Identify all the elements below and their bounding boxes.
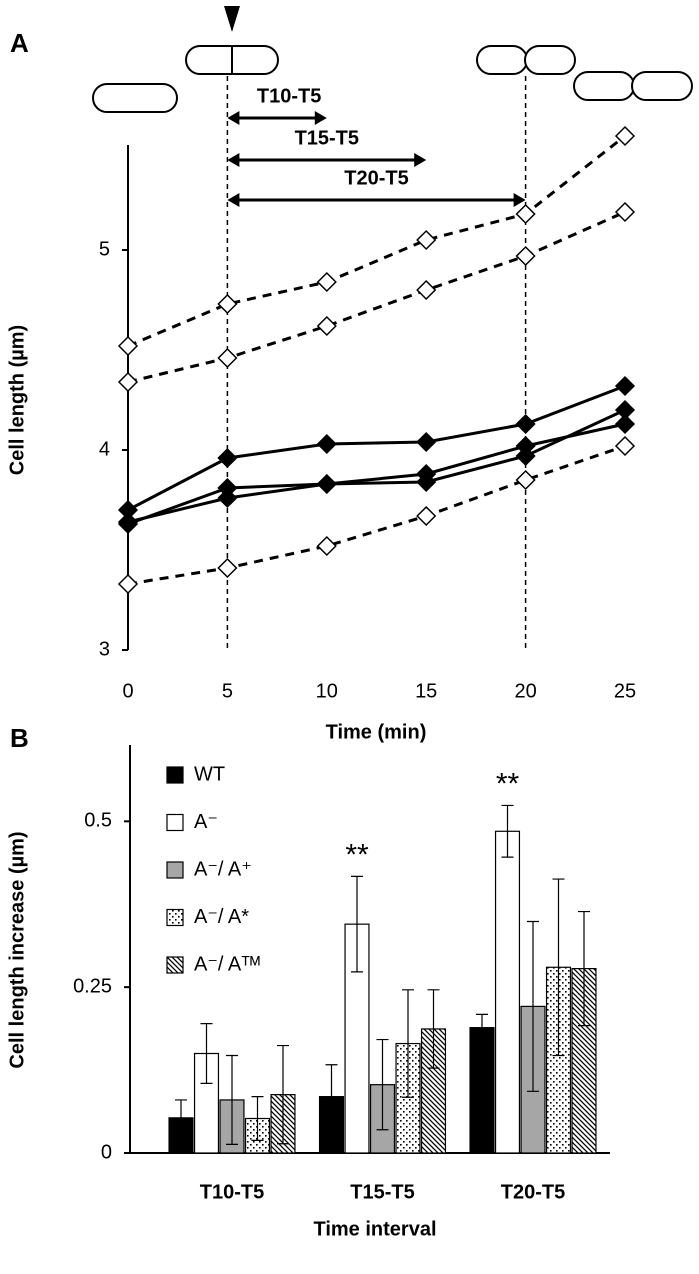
data-point (515, 245, 536, 267)
data-point (316, 473, 337, 495)
data-point (217, 557, 238, 579)
y-tick-label: 4 (99, 438, 110, 460)
data-point (515, 413, 536, 435)
series-line (127, 134, 626, 348)
data-point (316, 315, 337, 337)
y-tick-label: 0 (101, 1141, 112, 1163)
data-point (515, 435, 536, 457)
data-point (614, 413, 636, 435)
series-line (127, 384, 626, 512)
series-line (127, 422, 626, 524)
data-point (614, 125, 636, 147)
legend-label: A⁻/ A* (194, 906, 249, 928)
data-point (416, 279, 437, 301)
bar (469, 1027, 495, 1154)
legend-label: A⁻/ Aᵀᴹ (194, 953, 260, 975)
series-line (127, 408, 626, 526)
interval-label: T15-T5 (295, 127, 359, 149)
x-tick-label: 5 (222, 680, 233, 702)
data-point (614, 435, 636, 457)
panel-label: A (10, 28, 29, 58)
data-point (515, 203, 536, 225)
error-bar (376, 1038, 389, 1131)
y-tick-label: 0.25 (73, 975, 112, 997)
legend-label: A⁻/ A⁺ (194, 858, 252, 880)
error-bar (578, 910, 590, 1027)
series-line (127, 444, 626, 586)
data-point (416, 431, 437, 453)
data-point (614, 201, 636, 223)
error-bar (277, 1044, 289, 1145)
data-point (316, 271, 337, 293)
error-bar (476, 1013, 488, 1042)
significance-mark: ** (345, 838, 369, 871)
data-point (117, 511, 139, 533)
y-axis-label: Cell length (µm) (6, 325, 28, 475)
cell-drawings (92, 6, 693, 113)
y-axis-label: Cell length increase (µm) (6, 831, 28, 1068)
data-point (416, 505, 437, 527)
data-point (117, 335, 139, 357)
data-point (515, 469, 536, 491)
x-tick-label: 0 (122, 680, 133, 702)
error-bar (175, 1099, 187, 1137)
error-bar (226, 1054, 238, 1145)
error-bar (501, 804, 514, 858)
data-point (117, 371, 139, 393)
error-bar (251, 1096, 264, 1141)
data-point (117, 573, 139, 595)
arrowhead (227, 111, 327, 125)
x-tick-label: 20 (514, 680, 536, 702)
x-tick-label: T10-T5 (200, 1181, 264, 1203)
data-point (416, 229, 437, 251)
error-bar (200, 1023, 213, 1084)
x-axis-label: Time interval (313, 1218, 436, 1240)
legend-swatch (166, 766, 184, 784)
x-axis-label: Time (min) (326, 721, 427, 743)
data-point (316, 535, 337, 557)
x-tick-label: T15-T5 (350, 1181, 414, 1203)
data-point (217, 293, 238, 315)
y-tick-label: 5 (99, 238, 110, 260)
data-point (217, 447, 238, 469)
error-bar (527, 920, 539, 1092)
data-point (316, 433, 337, 455)
x-tick-label: T20-T5 (501, 1181, 565, 1203)
x-tick-label: 25 (614, 680, 636, 702)
error-bar (402, 989, 414, 1098)
error-bar (325, 1064, 338, 1130)
series-line (127, 210, 626, 384)
legend-label: A⁻ (194, 811, 218, 833)
error-bar (552, 878, 565, 1057)
legend-swatch (166, 908, 184, 927)
error-bar (351, 875, 363, 973)
legend-swatch (166, 956, 184, 974)
data-point (217, 487, 238, 509)
data-point (614, 375, 636, 397)
significance-mark: ** (496, 767, 520, 800)
data-point (416, 463, 437, 485)
bar (494, 830, 521, 1154)
interval-label: T10-T5 (257, 85, 321, 107)
interval-label: T20-T5 (344, 167, 408, 189)
error-bar (427, 989, 440, 1069)
legend-label: WT (194, 763, 225, 785)
legend-swatch (166, 861, 184, 879)
legend-swatch (166, 813, 184, 832)
data-point (217, 347, 238, 369)
x-tick-label: 15 (415, 680, 437, 702)
panel-label: B (10, 723, 29, 753)
y-tick-label: 0.5 (84, 810, 112, 832)
x-tick-label: 10 (316, 680, 338, 702)
y-tick-label: 3 (99, 638, 110, 660)
